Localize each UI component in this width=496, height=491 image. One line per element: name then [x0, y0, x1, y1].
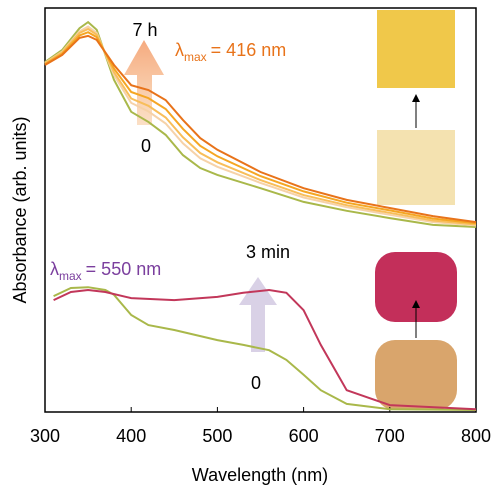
photo — [377, 130, 455, 205]
annotation: 0 — [251, 373, 261, 393]
annotation: 7 h — [132, 20, 157, 40]
annotation: λmax = 416 nm — [175, 40, 286, 64]
y-axis-label: Absorbance (arb. units) — [10, 116, 30, 303]
annotation-sub: max — [184, 50, 207, 64]
x-tick-label: 800 — [461, 426, 491, 446]
chart: Wavelength (nm) Absorbance (arb. units) … — [0, 0, 496, 491]
x-tick-label: 700 — [375, 426, 405, 446]
annotation: λmax = 550 nm — [50, 259, 161, 283]
annotation: 0 — [141, 136, 151, 156]
annotation-sub: max — [59, 269, 82, 283]
annotation-text: 0 — [251, 373, 261, 393]
annotation-rest: = 416 nm — [211, 40, 287, 60]
annotation-rest: = 550 nm — [86, 259, 162, 279]
x-axis-label: Wavelength (nm) — [192, 465, 328, 485]
photo-arrow-head — [412, 94, 420, 102]
annotation: 3 min — [246, 242, 290, 262]
annotation-text: 0 — [141, 136, 151, 156]
annotation-text: λ — [50, 259, 59, 279]
x-tick-label: 500 — [202, 426, 232, 446]
annotation-text: 3 min — [246, 242, 290, 262]
annotation-text: λ — [175, 40, 184, 60]
photo — [377, 10, 455, 88]
growth-arrow — [239, 277, 277, 352]
x-tick-label: 600 — [289, 426, 319, 446]
photo — [375, 340, 457, 410]
x-tick-label: 400 — [116, 426, 146, 446]
annotation-text: 7 h — [132, 20, 157, 40]
x-tick-label: 300 — [30, 426, 60, 446]
